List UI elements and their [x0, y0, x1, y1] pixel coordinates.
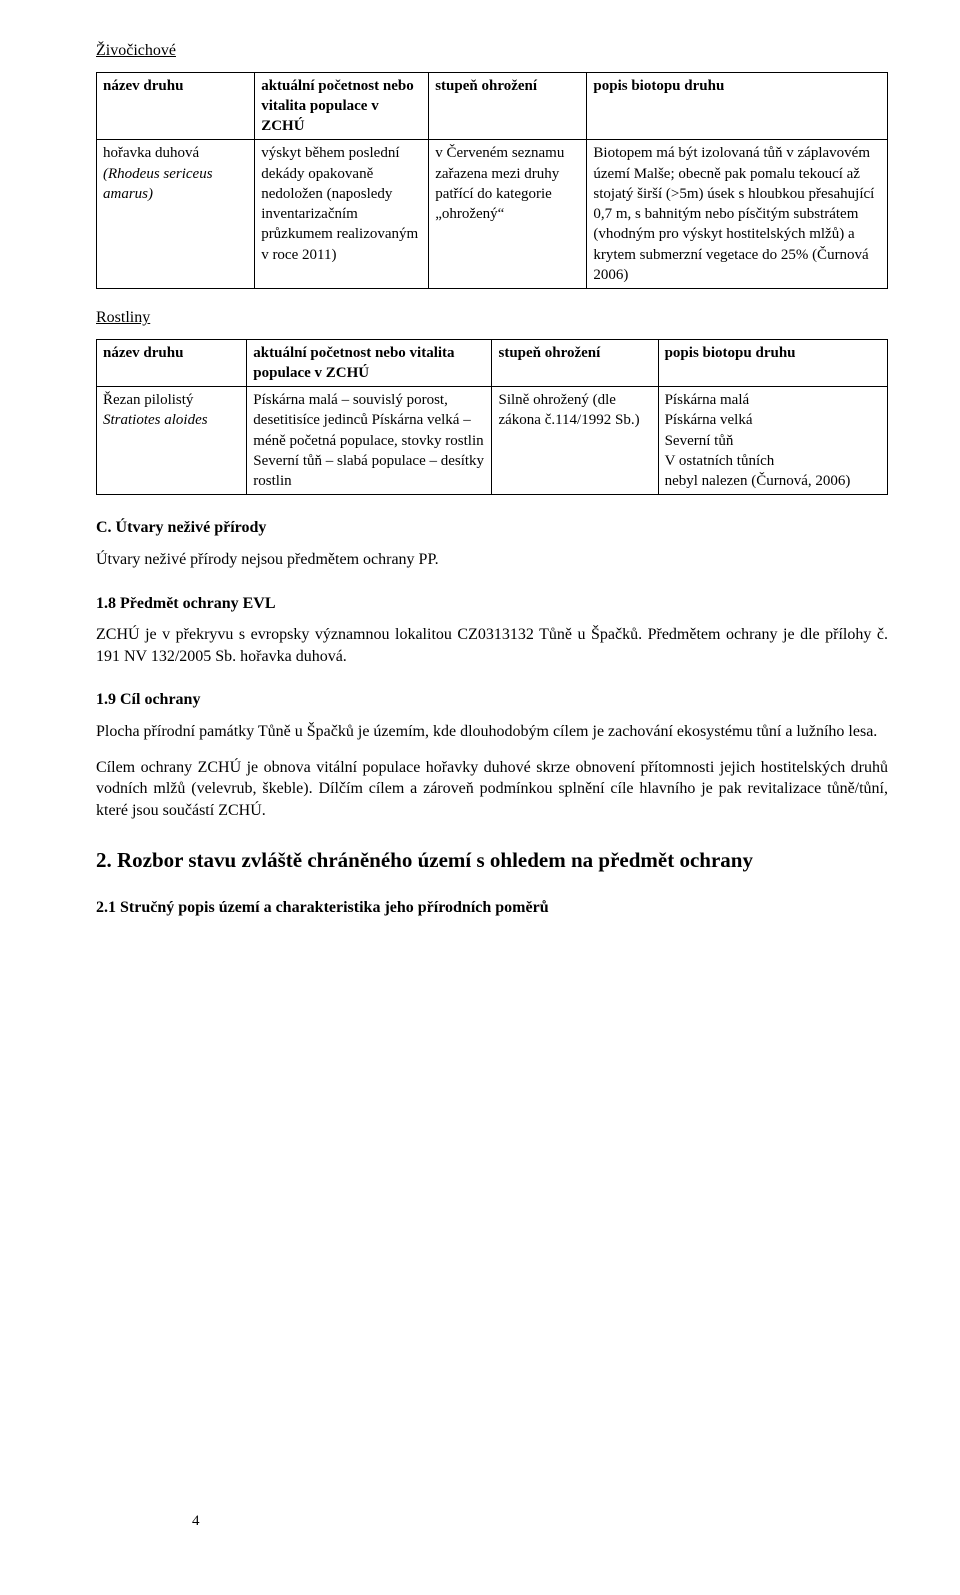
section-1-8-text: ZCHÚ je v překryvu s evropsky významnou …: [96, 624, 888, 667]
table-row: hořavka duhová (Rhodeus sericeus amarus)…: [97, 140, 888, 289]
species-latin: (Rhodeus sericeus amarus): [103, 166, 213, 202]
section-2-1-heading: 2.1 Stručný popis území a charakteristik…: [96, 897, 888, 919]
table-row: Řezan pilolistý Stratiotes aloides Píská…: [97, 387, 888, 495]
document-page: Živočichové název druhu aktuální početno…: [96, 40, 888, 1555]
species-common: Řezan pilolistý: [103, 392, 193, 408]
animals-heading: Živočichové: [96, 40, 888, 62]
table-header-row: název druhu aktuální početnost nebo vita…: [97, 72, 888, 140]
species-latin: Stratiotes aloides: [103, 412, 208, 428]
th-population: aktuální početnost nebo vitalita populac…: [255, 72, 429, 140]
cell-population: Pískárna malá – souvislý porost, desetit…: [247, 387, 492, 495]
th-species: název druhu: [97, 339, 247, 387]
th-biotope: popis biotopu druhu: [658, 339, 887, 387]
th-threat: stupeň ohrožení: [492, 339, 658, 387]
table-header-row: název druhu aktuální početnost nebo vita…: [97, 339, 888, 387]
cell-threat: Silně ohrožený (dle zákona č.114/1992 Sb…: [492, 387, 658, 495]
plants-table: název druhu aktuální početnost nebo vita…: [96, 339, 888, 496]
page-number: 4: [192, 1511, 200, 1531]
plants-heading: Rostliny: [96, 307, 888, 329]
section-1-9-p1: Plocha přírodní památky Tůně u Špačků je…: [96, 721, 888, 743]
cell-species: hořavka duhová (Rhodeus sericeus amarus): [97, 140, 255, 289]
animals-table: název druhu aktuální početnost nebo vita…: [96, 72, 888, 290]
th-threat: stupeň ohrožení: [429, 72, 587, 140]
cell-biotope: Pískárna malá Pískárna velká Severní tůň…: [658, 387, 887, 495]
th-species: název druhu: [97, 72, 255, 140]
section-2-heading: 2. Rozbor stavu zvláště chráněného území…: [96, 847, 888, 874]
section-c-heading: C. Útvary neživé přírody: [96, 517, 888, 539]
section-1-9-heading: 1.9 Cíl ochrany: [96, 689, 888, 711]
section-1-9-p2: Cílem ochrany ZCHÚ je obnova vitální pop…: [96, 757, 888, 822]
cell-biotope: Biotopem má být izolovaná tůň v záplavov…: [587, 140, 888, 289]
cell-species: Řezan pilolistý Stratiotes aloides: [97, 387, 247, 495]
cell-population: výskyt během poslední dekády opakovaně n…: [255, 140, 429, 289]
section-1-8-heading: 1.8 Předmět ochrany EVL: [96, 593, 888, 615]
th-population: aktuální početnost nebo vitalita populac…: [247, 339, 492, 387]
th-biotope: popis biotopu druhu: [587, 72, 888, 140]
species-common: hořavka duhová: [103, 145, 199, 161]
cell-threat: v Červeném seznamu zařazena mezi druhy p…: [429, 140, 587, 289]
section-c-text: Útvary neživé přírody nejsou předmětem o…: [96, 549, 888, 571]
